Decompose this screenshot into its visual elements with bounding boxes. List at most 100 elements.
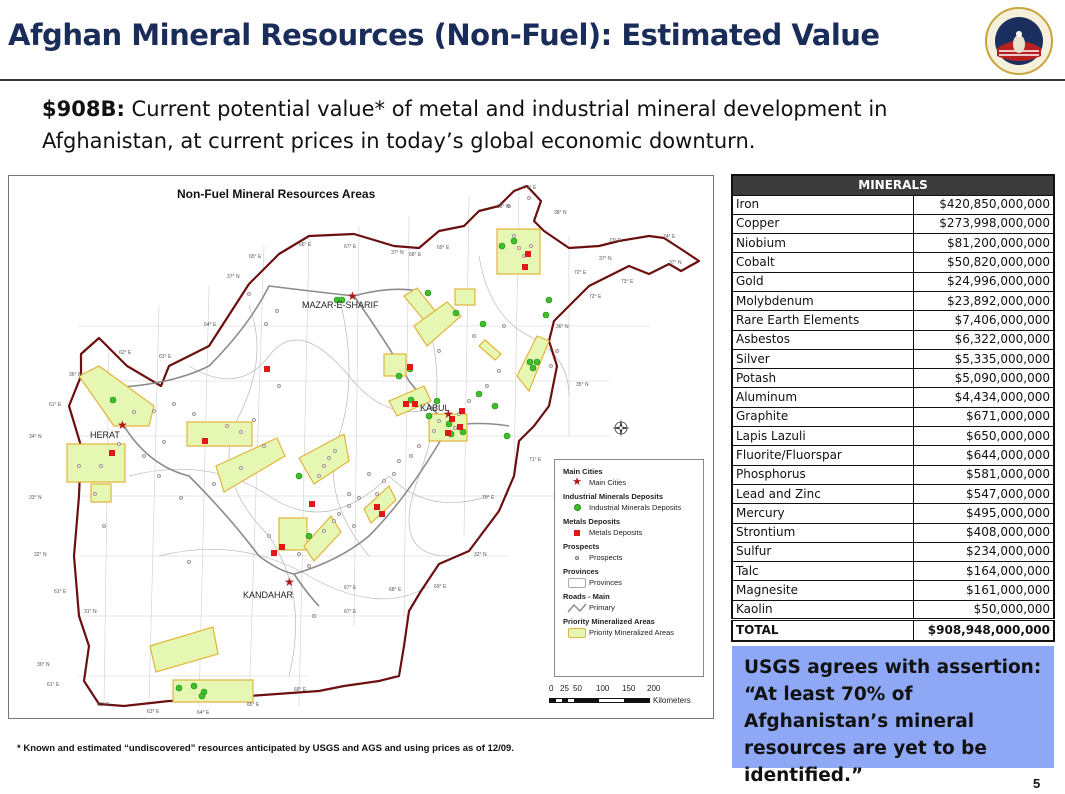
mineral-value: $644,000,000: [912, 445, 1055, 466]
table-total-row: TOTAL $908,948,000,000: [731, 618, 1055, 642]
svg-text:67° E: 67° E: [344, 585, 357, 591]
svg-text:73° E: 73° E: [609, 238, 622, 244]
mineral-name: Niobium: [731, 233, 914, 254]
mineral-name: Lapis Lazuli: [731, 426, 914, 447]
table-row: Iron $420,850,000,000: [731, 194, 1055, 215]
svg-text:66° E: 66° E: [299, 242, 312, 248]
svg-text:68° E: 68° E: [409, 252, 422, 258]
city-star-icon: ★: [117, 418, 128, 432]
mineral-name: Molybdenum: [731, 290, 914, 312]
svg-text:61° E: 61° E: [47, 682, 60, 688]
mineral-value: $408,000,000: [912, 522, 1055, 543]
minerals-table-body: Iron $420,850,000,000 Copper $273,998,000,0…: [731, 194, 1055, 642]
svg-text:37° N: 37° N: [669, 260, 682, 266]
svg-text:72° E: 72° E: [589, 294, 602, 300]
minerals-table-header: MINERALS: [731, 174, 1055, 196]
svg-text:71° E: 71° E: [529, 457, 542, 463]
table-row: Kaolin $50,000,000: [731, 599, 1055, 621]
mineral-name: Kaolin: [731, 599, 914, 621]
legend-header: Provinces: [563, 567, 599, 576]
svg-text:67° E: 67° E: [344, 244, 357, 250]
legend-header: Priority Mineralized Areas: [563, 617, 655, 626]
svg-text:63° E: 63° E: [147, 709, 160, 715]
usgs-callout: USGS agrees with assertion: “At least 70…: [732, 646, 1054, 786]
legend-header: Roads - Main: [563, 592, 610, 601]
small-circle-icon: [575, 555, 579, 560]
mineral-name: Talc: [731, 561, 914, 582]
scale-tick: 100: [596, 684, 610, 693]
mineral-value: $4,434,000,000: [912, 387, 1055, 408]
scale-tick: 25: [560, 684, 569, 693]
table-row: Aluminum $4,434,000,000: [731, 387, 1055, 408]
mineral-value: $161,000,000: [912, 580, 1055, 601]
mineral-name: Phosphorus: [731, 464, 914, 485]
svg-text:65° E: 65° E: [247, 702, 260, 708]
table-row: Potash $5,090,000,000: [731, 368, 1055, 389]
legend-label: Primary: [589, 603, 615, 612]
table-row: Asbestos $6,322,000,000: [731, 329, 1055, 350]
legend-label: Metals Deposits: [589, 528, 643, 537]
legend-header: Prospects: [563, 542, 600, 551]
city-star-icon: ★: [284, 575, 295, 589]
table-row: Gold $24,996,000,000: [731, 271, 1055, 292]
mineral-value: $581,000,000: [912, 464, 1055, 485]
page-title: Afghan Mineral Resources (Non-Fuel): Est…: [8, 18, 880, 52]
mineral-name: Lead and Zinc: [731, 483, 914, 505]
mineral-name: Strontium: [731, 522, 914, 543]
svg-text:34° N: 34° N: [29, 434, 42, 440]
mineral-name: Copper: [731, 213, 914, 235]
city-label-kandahar: KANDAHAR: [243, 590, 294, 600]
svg-text:66° E: 66° E: [294, 687, 307, 693]
mineral-value: $50,000,000: [912, 599, 1055, 621]
mineral-name: Magnesite: [731, 580, 914, 601]
table-row: Niobium $81,200,000,000: [731, 233, 1055, 254]
minerals-table: MINERALS Iron $420,850,000,000 Copper $273,…: [731, 174, 1055, 642]
city-star-icon: ★: [443, 407, 454, 421]
table-row: Mercury $495,000,000: [731, 503, 1055, 524]
table-row: Talc $164,000,000: [731, 561, 1055, 582]
svg-text:73° E: 73° E: [621, 279, 634, 285]
legend-label: Provinces: [589, 578, 622, 587]
subtitle: $908B: Current potential value* of metal…: [42, 93, 962, 157]
scale-tick: 0: [549, 684, 554, 693]
svg-text:64° E: 64° E: [197, 710, 210, 716]
svg-text:70° E: 70° E: [482, 495, 495, 501]
city-star-icon: ★: [347, 289, 358, 303]
mineral-name: Cobalt: [731, 252, 914, 273]
table-row: Molybdenum $23,892,000,000: [731, 290, 1055, 312]
city-label-herat: HERAT: [90, 430, 120, 440]
mineral-value: $50,820,000,000: [912, 252, 1055, 273]
svg-text:61° E: 61° E: [54, 589, 67, 595]
svg-text:35° N: 35° N: [576, 382, 589, 388]
svg-text:30° N: 30° N: [37, 662, 50, 668]
svg-text:61° E: 61° E: [49, 402, 62, 408]
mineral-value: $547,000,000: [912, 483, 1055, 505]
table-row: Strontium $408,000,000: [731, 522, 1055, 543]
svg-text:38° N: 38° N: [497, 204, 510, 210]
city-label-mazar: MAZAR-E-SHARIF: [302, 300, 379, 310]
province-box-icon: [568, 577, 586, 588]
table-row: Sulfur $234,000,000: [731, 541, 1055, 563]
table-row: Copper $273,998,000,000: [731, 213, 1055, 235]
svg-text:32° N: 32° N: [34, 552, 47, 558]
svg-text:64° E: 64° E: [204, 322, 217, 328]
table-row: Rare Earth Elements $7,406,000,000: [731, 310, 1055, 331]
svg-text:36° N: 36° N: [556, 324, 569, 330]
table-row: Cobalt $50,820,000,000: [731, 252, 1055, 273]
header-divider: [0, 79, 1065, 81]
task-force-dod-seal-icon: [985, 7, 1053, 75]
scale-tick: 50: [573, 684, 582, 693]
afghanistan-map: ★ ★ ★ ★ 66° E 67° E65° E 37° N64° E62° E …: [29, 184, 701, 716]
yellow-area-icon: [568, 627, 586, 638]
mineral-value: $650,000,000: [912, 426, 1055, 447]
svg-text:74° E: 74° E: [663, 234, 676, 240]
legend-header: Industrial Minerals Deposits: [563, 492, 664, 501]
mineral-value: $5,335,000,000: [912, 348, 1055, 370]
mineral-value: $495,000,000: [912, 503, 1055, 524]
svg-text:71° E: 71° E: [524, 185, 537, 191]
mineral-value: $164,000,000: [912, 561, 1055, 582]
legend-label: Priority Mineralized Areas: [589, 628, 675, 637]
city-label-kabul: KABUL: [420, 403, 450, 413]
svg-text:72° E: 72° E: [574, 270, 587, 276]
mineral-map: ★ ★ ★ ★ 66° E 67° E 65° E 37° N 64° E 62° E …: [8, 175, 714, 719]
